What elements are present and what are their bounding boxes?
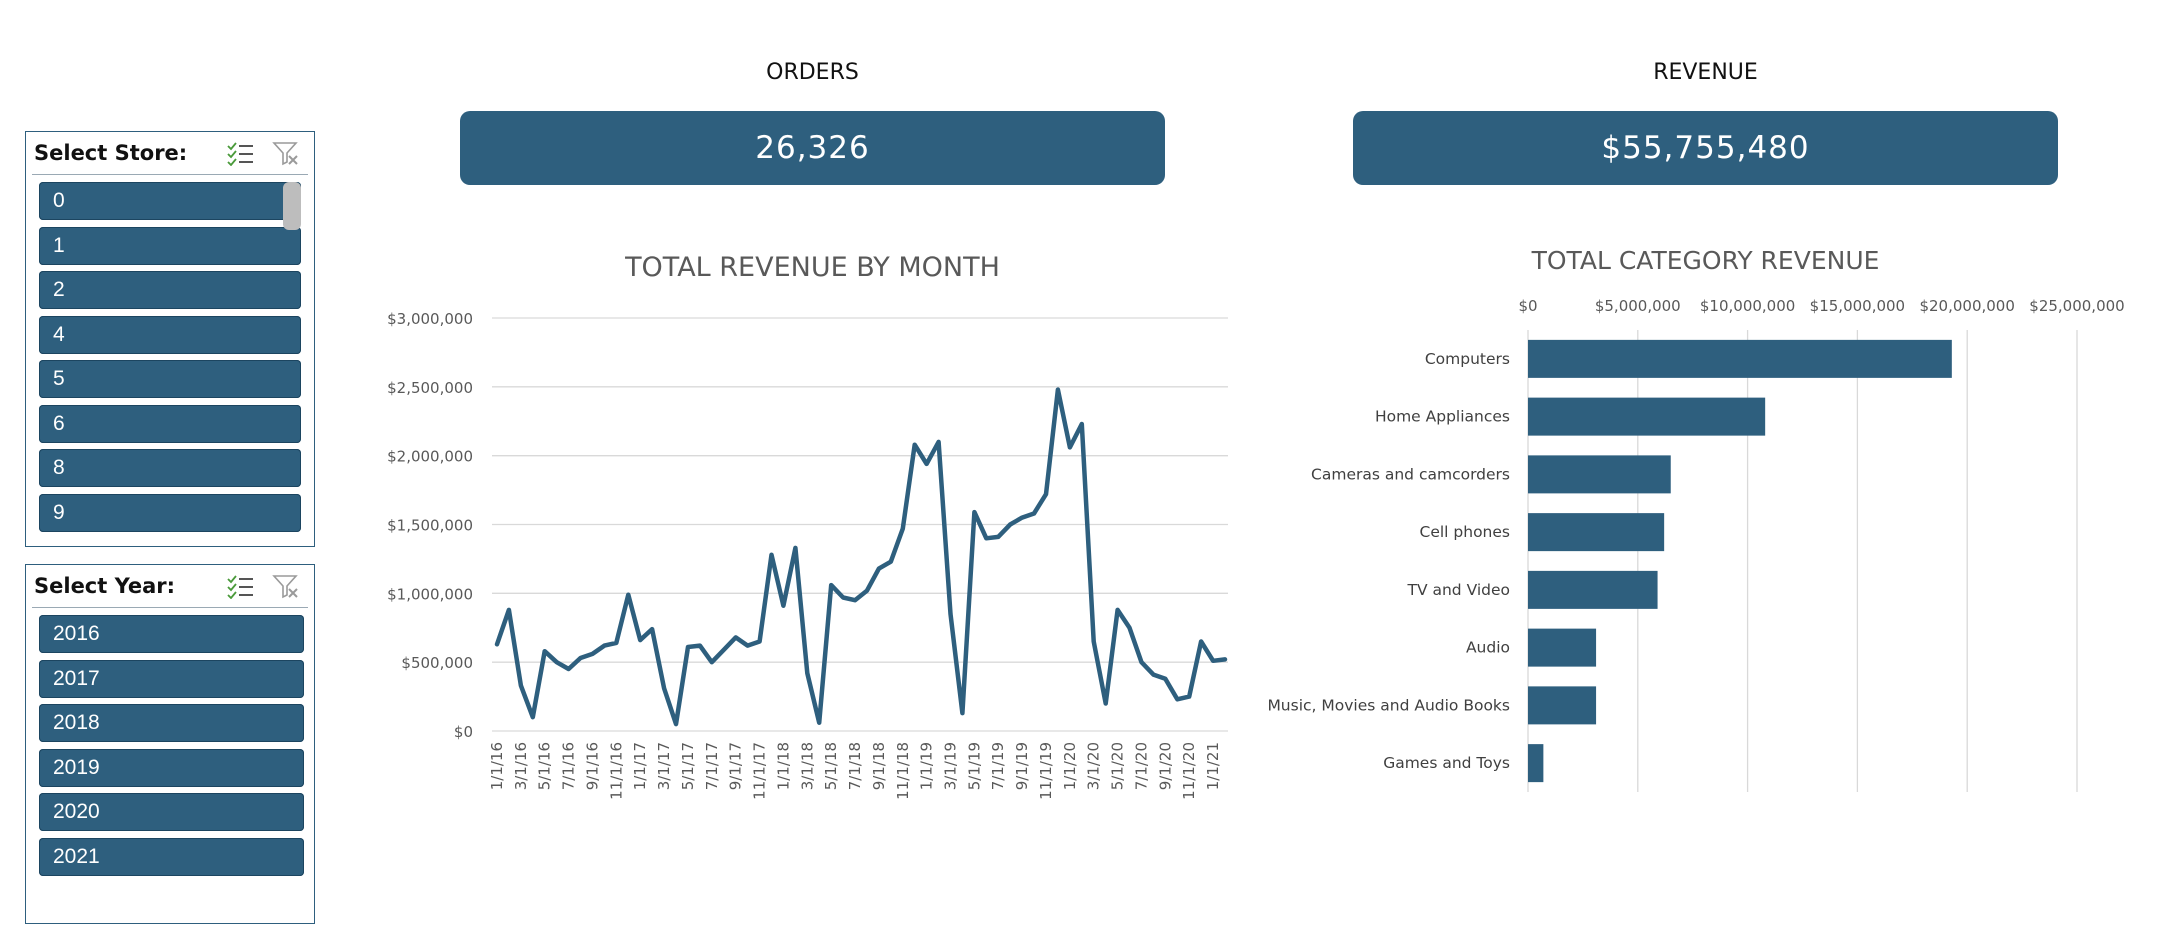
bar-chart-x-tick-label: $0 — [1518, 297, 1537, 315]
line-chart-x-tick-label: 11/1/17 — [751, 742, 769, 800]
store-item-8[interactable]: 8 — [39, 449, 301, 487]
bar-chart-bar — [1528, 570, 1658, 609]
bar-chart-bar — [1528, 744, 1544, 783]
line-chart-y-tick-label: $2,000,000 — [387, 448, 473, 466]
year-slicer: Select Year: 2016 2017 2018 2019 2020 2021 — [25, 564, 315, 924]
store-item-2[interactable]: 2 — [39, 271, 301, 309]
line-chart-x-tick-label: 11/1/20 — [1180, 742, 1198, 800]
line-chart-title: TOTAL REVENUE BY MONTH — [625, 252, 1000, 283]
clear-filter-icon[interactable] — [272, 140, 300, 166]
line-chart-x-tick-label: 5/1/19 — [965, 742, 983, 790]
line-chart-x-tick-label: 7/1/19 — [989, 742, 1007, 790]
year-slicer-title: Select Year: — [34, 574, 176, 598]
bar-chart-title: TOTAL CATEGORY REVENUE — [1531, 246, 1880, 275]
bar-chart-category-label: Cell phones — [1420, 523, 1510, 541]
orders-value-card: 26,326 — [460, 111, 1165, 185]
year-slicer-header: Select Year: — [32, 565, 308, 608]
line-chart-y-tick-label: $2,500,000 — [387, 379, 473, 397]
line-chart-x-tick-label: 7/1/18 — [846, 742, 864, 790]
bar-chart-x-tick-label: $5,000,000 — [1595, 297, 1681, 315]
line-chart-x-tick-label: 1/1/16 — [488, 742, 506, 790]
line-chart-x-tick-label: 9/1/19 — [1013, 742, 1031, 790]
line-chart-x-tick-label: 1/1/19 — [918, 742, 936, 790]
store-item-1[interactable]: 1 — [39, 226, 301, 265]
bar-chart-x-tick-label: $20,000,000 — [1919, 297, 2014, 315]
bar-chart-bar — [1528, 455, 1671, 494]
line-chart-x-tick-label: 7/1/16 — [560, 742, 578, 790]
line-chart-x-tick-label: 5/1/17 — [679, 742, 697, 790]
year-item-2017[interactable]: 2017 — [39, 659, 304, 698]
year-item-2020[interactable]: 2020 — [39, 793, 304, 831]
bar-chart-category-label: TV and Video — [1406, 581, 1510, 599]
bar-chart-category-label: Cameras and camcorders — [1311, 465, 1510, 483]
line-chart-x-tick-label: 1/1/18 — [774, 742, 792, 790]
line-chart-y-tick-label: $1,000,000 — [387, 585, 473, 603]
line-chart-x-tick-label: 1/1/20 — [1061, 742, 1079, 790]
store-item-4[interactable]: 4 — [39, 315, 301, 354]
multi-select-icon[interactable] — [226, 573, 254, 599]
line-chart-x-tick-label: 5/1/20 — [1109, 742, 1127, 790]
year-item-2019[interactable]: 2019 — [39, 748, 304, 787]
store-item-9[interactable]: 9 — [39, 493, 301, 532]
line-chart-x-tick-label: 9/1/16 — [583, 742, 601, 790]
line-chart-x-tick-label: 5/1/18 — [822, 742, 840, 790]
line-chart-y-tick-label: $1,500,000 — [387, 517, 473, 535]
bar-chart-bar — [1528, 628, 1597, 667]
line-chart-x-tick-label: 3/1/20 — [1085, 742, 1103, 790]
bar-chart-bar — [1528, 339, 1952, 378]
line-chart-x-tick-label: 3/1/18 — [798, 742, 816, 790]
store-item-list: 0 1 2 4 5 6 8 9 — [39, 182, 301, 538]
revenue-value-card: $55,755,480 — [1353, 111, 2058, 185]
line-chart-x-tick-label: 9/1/17 — [727, 742, 745, 790]
revenue-label: REVENUE — [1653, 60, 1758, 85]
store-slicer-title: Select Store: — [34, 141, 188, 165]
line-chart-x-tick-label: 11/1/19 — [1037, 742, 1055, 800]
line-chart-x-tick-label: 5/1/16 — [536, 742, 554, 790]
bar-chart-x-tick-label: $15,000,000 — [1810, 297, 1905, 315]
multi-select-icon[interactable] — [226, 140, 254, 166]
year-item-2021[interactable]: 2021 — [39, 837, 304, 876]
clear-filter-icon[interactable] — [272, 573, 300, 599]
line-chart-x-tick-label: 3/1/16 — [512, 742, 530, 790]
line-chart-x-tick-label: 11/1/18 — [894, 742, 912, 800]
bar-chart-bar — [1528, 513, 1665, 552]
store-slicer-header: Select Store: — [32, 132, 308, 175]
line-chart-x-tick-label: 11/1/16 — [607, 742, 625, 800]
line-chart-x-tick-label: 7/1/20 — [1132, 742, 1150, 790]
store-item-0[interactable]: 0 — [39, 182, 301, 220]
line-chart-y-tick-label: $0 — [454, 723, 473, 741]
line-chart-series-line — [494, 387, 1228, 727]
year-item-list: 2016 2017 2018 2019 2020 2021 — [39, 615, 304, 882]
line-chart-x-tick-label: 1/1/21 — [1204, 742, 1222, 790]
line-chart-x-tick-label: 1/1/17 — [631, 742, 649, 790]
line-chart-x-tick-label: 9/1/18 — [870, 742, 888, 790]
bar-chart-category-label: Music, Movies and Audio Books — [1267, 696, 1510, 714]
bar-chart-category-label: Audio — [1466, 639, 1510, 657]
year-item-2018[interactable]: 2018 — [39, 704, 304, 742]
store-item-5[interactable]: 5 — [39, 360, 301, 398]
bar-chart-category-label: Computers — [1425, 350, 1510, 368]
store-item-6[interactable]: 6 — [39, 404, 301, 443]
line-chart-x-tick-label: 7/1/17 — [703, 742, 721, 790]
line-chart-x-tick-label: 3/1/17 — [655, 742, 673, 790]
bar-chart-x-tick-label: $10,000,000 — [1700, 297, 1795, 315]
line-chart-x-tick-label: 9/1/20 — [1156, 742, 1174, 790]
bar-chart-category-label: Games and Toys — [1383, 754, 1510, 772]
bar-chart-x-tick-label: $25,000,000 — [2029, 297, 2124, 315]
year-item-2016[interactable]: 2016 — [39, 615, 304, 653]
bar-chart-category-label: Home Appliances — [1375, 408, 1510, 426]
bar-chart-bar — [1528, 686, 1597, 725]
line-chart-x-tick-label: 3/1/19 — [942, 742, 960, 790]
store-slicer: Select Store: 0 1 2 4 5 6 8 9 — [25, 131, 315, 547]
orders-label: ORDERS — [766, 60, 859, 85]
store-slicer-scrollbar[interactable] — [283, 182, 301, 230]
line-chart-y-tick-label: $500,000 — [401, 654, 473, 672]
line-chart-y-tick-label: $3,000,000 — [387, 310, 473, 328]
bar-chart-bar — [1528, 397, 1766, 436]
